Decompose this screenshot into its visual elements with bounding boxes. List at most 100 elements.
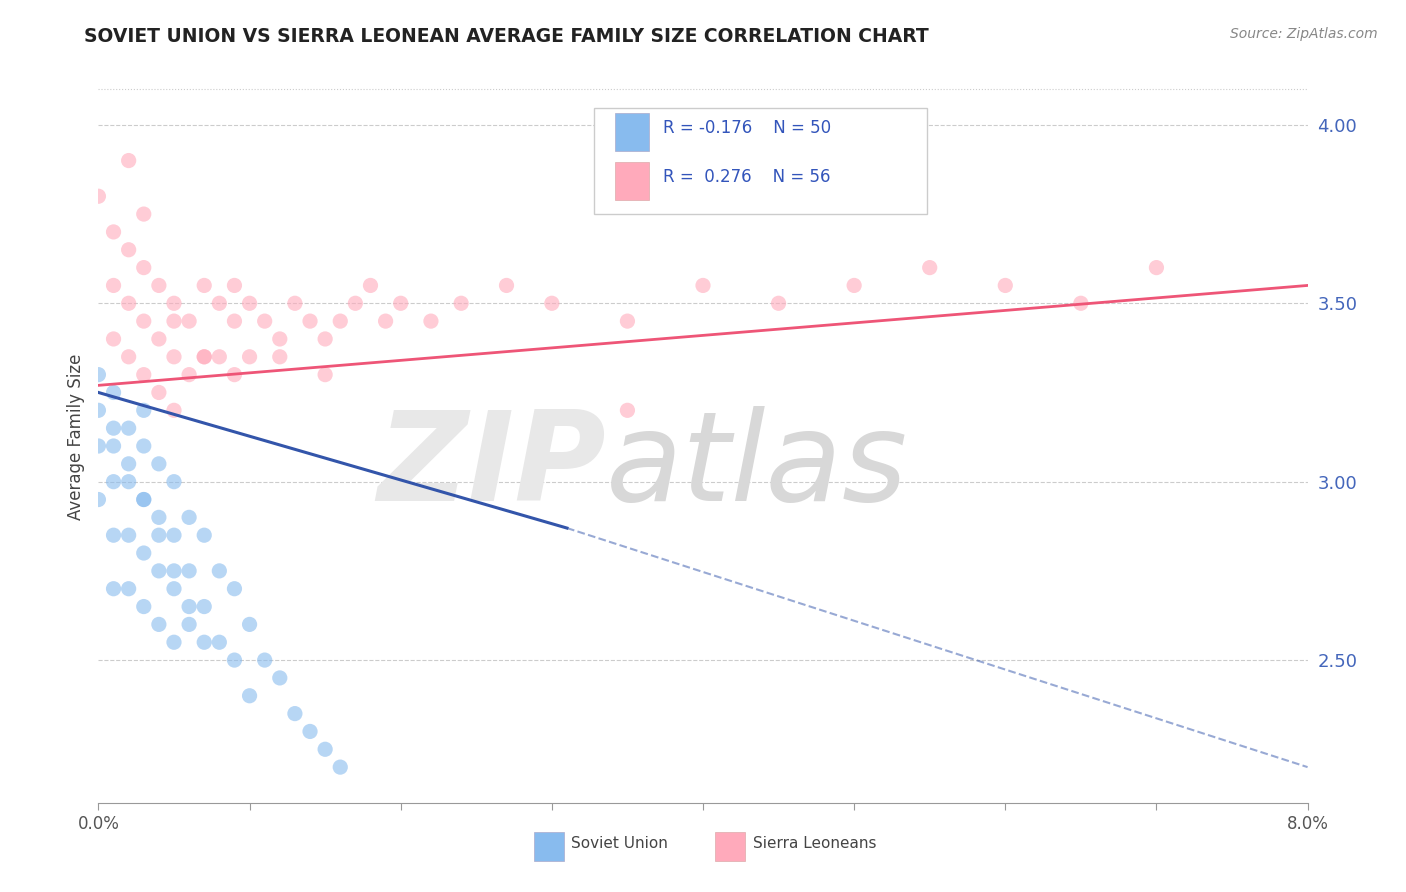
Point [118, 296, 141, 310]
Point [103, 332, 125, 346]
Point [163, 296, 186, 310]
Point [193, 599, 215, 614]
Text: R = -0.176    N = 50: R = -0.176 N = 50 [664, 120, 831, 137]
Point [118, 457, 141, 471]
Point [87, 189, 110, 203]
Point [284, 706, 307, 721]
Point [118, 528, 141, 542]
Point [314, 742, 336, 756]
Point [132, 207, 155, 221]
Point [87, 492, 110, 507]
Point [87, 439, 110, 453]
Point [87, 368, 110, 382]
Point [179, 368, 201, 382]
Point [118, 153, 141, 168]
Point [163, 564, 186, 578]
Point [540, 296, 562, 310]
Point [163, 314, 186, 328]
Point [148, 617, 170, 632]
Point [344, 296, 367, 310]
Text: atlas: atlas [606, 406, 908, 527]
Point [208, 350, 231, 364]
Y-axis label: Average Family Size: Average Family Size [66, 354, 84, 520]
Point [103, 439, 125, 453]
Point [314, 368, 336, 382]
Point [179, 617, 201, 632]
Point [239, 296, 262, 310]
Text: Soviet Union: Soviet Union [571, 836, 668, 851]
Point [132, 492, 155, 507]
Point [269, 671, 291, 685]
Point [103, 225, 125, 239]
Point [118, 350, 141, 364]
Point [193, 350, 215, 364]
Point [224, 314, 246, 328]
Point [148, 510, 170, 524]
Point [224, 653, 246, 667]
Point [239, 689, 262, 703]
Point [450, 296, 472, 310]
Point [224, 582, 246, 596]
Point [118, 421, 141, 435]
Point [132, 368, 155, 382]
Point [103, 278, 125, 293]
Point [148, 564, 170, 578]
Text: R =  0.276    N = 56: R = 0.276 N = 56 [664, 169, 831, 186]
Point [360, 278, 382, 293]
Point [193, 278, 215, 293]
Point [103, 528, 125, 542]
Point [193, 635, 215, 649]
Point [132, 314, 155, 328]
Text: SOVIET UNION VS SIERRA LEONEAN AVERAGE FAMILY SIZE CORRELATION CHART: SOVIET UNION VS SIERRA LEONEAN AVERAGE F… [84, 27, 929, 45]
Point [148, 278, 170, 293]
Bar [614, 113, 648, 151]
Point [208, 296, 231, 310]
Point [420, 314, 443, 328]
Text: Sierra Leoneans: Sierra Leoneans [752, 836, 876, 851]
Point [179, 510, 201, 524]
Point [163, 403, 186, 417]
Point [329, 314, 352, 328]
Point [103, 582, 125, 596]
Point [148, 332, 170, 346]
Point [692, 278, 714, 293]
Point [148, 457, 170, 471]
Point [148, 385, 170, 400]
Point [163, 350, 186, 364]
Point [163, 528, 186, 542]
Point [87, 403, 110, 417]
Point [132, 492, 155, 507]
Point [844, 278, 866, 293]
Point [132, 403, 155, 417]
Point [994, 278, 1017, 293]
Point [239, 350, 262, 364]
Point [193, 528, 215, 542]
Point [329, 760, 352, 774]
Point [616, 314, 638, 328]
Point [193, 350, 215, 364]
Point [132, 546, 155, 560]
Point [389, 296, 412, 310]
Point [495, 278, 517, 293]
Point [179, 564, 201, 578]
Point [103, 475, 125, 489]
Point [374, 314, 396, 328]
Point [208, 635, 231, 649]
Point [132, 439, 155, 453]
Point [269, 332, 291, 346]
Point [224, 278, 246, 293]
Point [253, 653, 276, 667]
Bar [534, 832, 564, 862]
Point [179, 599, 201, 614]
Point [132, 260, 155, 275]
Point [253, 314, 276, 328]
Point [163, 582, 186, 596]
Point [208, 564, 231, 578]
Point [163, 475, 186, 489]
Point [148, 528, 170, 542]
Point [103, 385, 125, 400]
Point [299, 724, 322, 739]
Point [616, 403, 638, 417]
Point [299, 314, 322, 328]
Point [179, 314, 201, 328]
